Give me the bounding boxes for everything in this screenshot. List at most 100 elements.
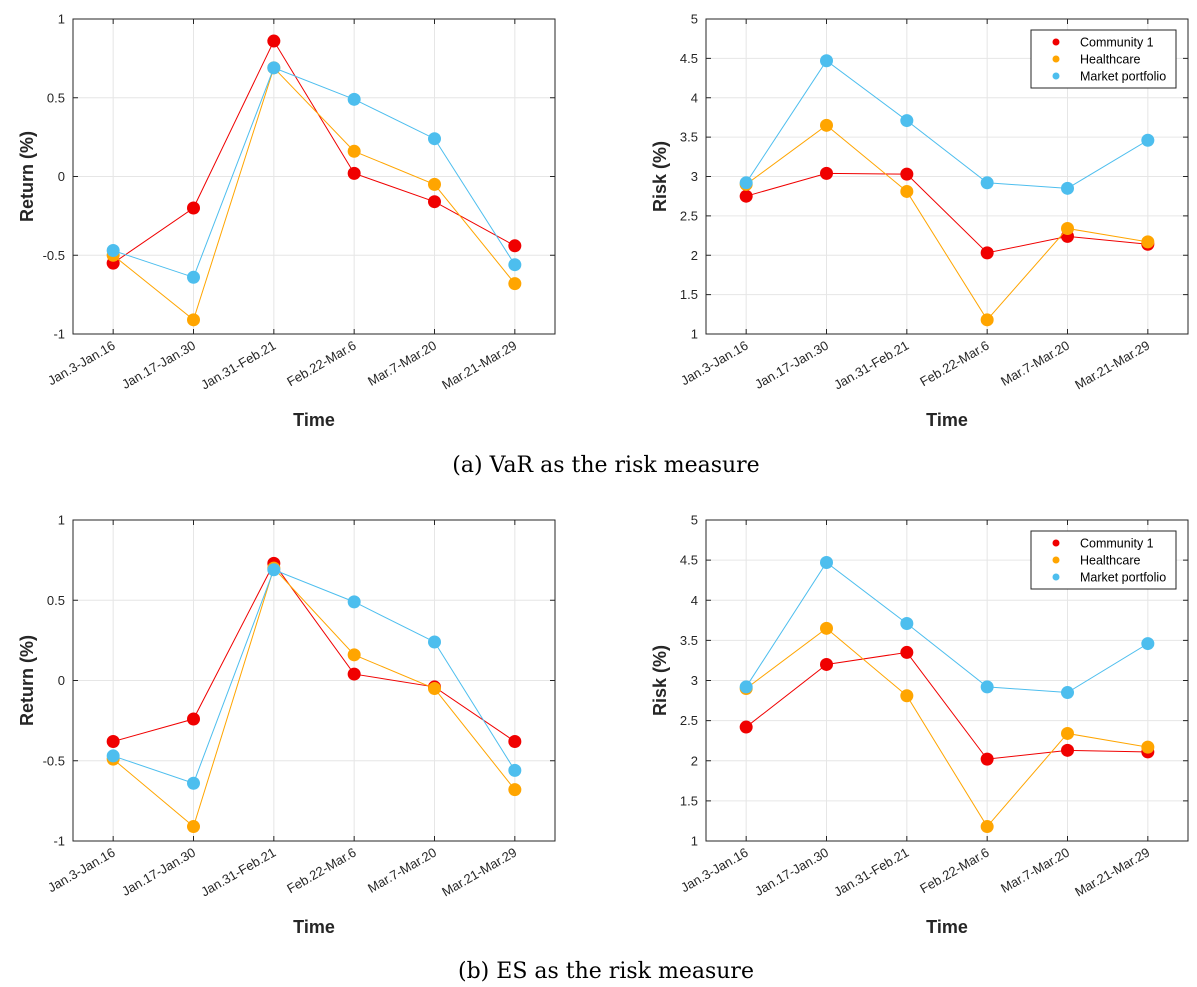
y-tick-label: 5 xyxy=(691,12,698,27)
legend-label-market-portfolio: Market portfolio xyxy=(1080,70,1166,84)
x-tick-label: Jan.17-Jan.30 xyxy=(752,845,831,899)
data-point-community-1 xyxy=(187,712,200,726)
data-point-market-portfolio xyxy=(820,54,833,68)
data-point-market-portfolio xyxy=(508,763,522,777)
x-tick-label: Mar.21-Mar.29 xyxy=(439,338,519,393)
x-axis-label: Time xyxy=(293,917,335,937)
data-point-community-1 xyxy=(106,734,120,748)
data-point-healthcare xyxy=(980,820,994,834)
data-point-healthcare xyxy=(820,118,833,132)
y-tick-label: -1 xyxy=(53,834,65,849)
y-tick-label: 5 xyxy=(691,513,698,528)
data-point-community-1 xyxy=(980,246,994,260)
data-point-community-1 xyxy=(428,195,441,209)
data-point-community-1 xyxy=(187,201,200,215)
data-point-market-portfolio xyxy=(347,92,361,106)
data-point-market-portfolio xyxy=(1141,637,1155,651)
x-tick-label: Mar.7-Mar.20 xyxy=(365,338,439,389)
data-point-market-portfolio xyxy=(900,114,914,128)
data-point-healthcare xyxy=(900,184,914,198)
legend-label-community-1: Community 1 xyxy=(1080,36,1154,50)
x-tick-label: Jan.3-Jan.16 xyxy=(45,845,118,896)
data-point-community-1 xyxy=(508,239,522,253)
y-tick-label: 2.5 xyxy=(680,713,698,728)
data-point-healthcare xyxy=(1141,740,1155,754)
series-line-market-portfolio xyxy=(745,561,1149,694)
legend-marker-healthcare xyxy=(1052,55,1060,63)
data-point-healthcare xyxy=(1141,235,1155,249)
y-tick-label: 4.5 xyxy=(680,51,698,66)
data-point-healthcare xyxy=(428,177,441,191)
x-tick-label: Feb.22-Mar.6 xyxy=(284,338,358,390)
legend-label-healthcare: Healthcare xyxy=(1080,554,1140,568)
data-point-community-1 xyxy=(739,720,753,734)
data-point-healthcare xyxy=(187,313,200,327)
x-tick-label: Mar.21-Mar.29 xyxy=(439,845,519,900)
data-point-market-portfolio xyxy=(106,749,120,763)
data-point-market-portfolio xyxy=(187,776,200,790)
data-point-community-1 xyxy=(508,734,522,748)
x-tick-label: Jan.3-Jan.16 xyxy=(678,338,751,389)
y-axis-label: Risk (%) xyxy=(650,141,670,212)
y-tick-label: 2.5 xyxy=(680,208,698,223)
data-point-healthcare xyxy=(900,689,914,703)
x-axis-label: Time xyxy=(926,917,968,937)
data-point-healthcare xyxy=(1061,726,1074,740)
data-point-healthcare xyxy=(508,277,522,291)
x-axis-label: Time xyxy=(926,410,968,430)
y-tick-label: 3 xyxy=(691,673,698,688)
series-line-community-1 xyxy=(745,651,1148,760)
y-tick-label: 1 xyxy=(58,12,65,27)
series-line-healthcare xyxy=(112,567,516,828)
data-point-market-portfolio xyxy=(739,680,753,694)
data-point-market-portfolio xyxy=(900,617,914,631)
data-point-community-1 xyxy=(900,645,914,659)
series-line-market-portfolio xyxy=(745,60,1149,189)
legend-marker-community-1 xyxy=(1052,539,1060,547)
series-line-market-portfolio xyxy=(113,569,516,784)
y-axis-label: Return (%) xyxy=(17,635,37,726)
series-line-healthcare xyxy=(112,66,516,321)
data-point-healthcare xyxy=(187,820,200,834)
data-point-market-portfolio xyxy=(106,244,120,258)
y-tick-label: 3.5 xyxy=(680,130,698,145)
data-point-healthcare xyxy=(347,144,361,158)
data-point-market-portfolio xyxy=(1061,686,1074,700)
y-tick-label: 0.5 xyxy=(47,90,65,105)
y-tick-label: 1 xyxy=(691,834,698,849)
x-tick-label: Jan.31-Feb.21 xyxy=(198,338,278,393)
data-point-community-1 xyxy=(1061,743,1074,757)
data-point-market-portfolio xyxy=(980,680,994,694)
y-tick-label: 0 xyxy=(58,169,65,184)
data-point-community-1 xyxy=(820,657,833,671)
data-point-market-portfolio xyxy=(1061,181,1074,195)
series-line-healthcare xyxy=(745,124,1148,321)
x-tick-label: Jan.17-Jan.30 xyxy=(119,338,198,392)
x-tick-label: Feb.22-Mar.6 xyxy=(917,845,991,897)
x-tick-label: Mar.7-Mar.20 xyxy=(365,845,439,896)
x-axis-label: Time xyxy=(293,410,335,430)
y-tick-label: 4 xyxy=(691,90,698,105)
x-tick-label: Jan.31-Feb.21 xyxy=(831,338,911,393)
y-tick-label: -0.5 xyxy=(43,753,65,768)
y-tick-label: 4 xyxy=(691,593,698,608)
data-point-market-portfolio xyxy=(739,176,753,190)
data-point-community-1 xyxy=(267,34,281,48)
data-point-community-1 xyxy=(980,752,994,766)
data-point-healthcare xyxy=(428,682,441,696)
x-tick-label: Jan.3-Jan.16 xyxy=(678,845,751,896)
y-axis-label: Return (%) xyxy=(17,131,37,222)
legend: Community 1 Healthcare Market portfolio xyxy=(1030,29,1177,89)
y-tick-label: 2 xyxy=(691,753,698,768)
data-point-community-1 xyxy=(347,166,361,180)
data-point-healthcare xyxy=(1061,221,1074,235)
series-line-healthcare xyxy=(745,627,1148,828)
data-point-market-portfolio xyxy=(267,61,281,75)
x-tick-label: Mar.7-Mar.20 xyxy=(998,845,1072,896)
x-tick-label: Jan.3-Jan.16 xyxy=(45,338,118,389)
legend-marker-market-portfolio xyxy=(1052,573,1060,581)
x-tick-label: Mar.21-Mar.29 xyxy=(1072,338,1152,393)
legend-marker-healthcare xyxy=(1052,556,1060,564)
data-point-market-portfolio xyxy=(508,258,522,272)
y-tick-label: 0 xyxy=(58,673,65,688)
